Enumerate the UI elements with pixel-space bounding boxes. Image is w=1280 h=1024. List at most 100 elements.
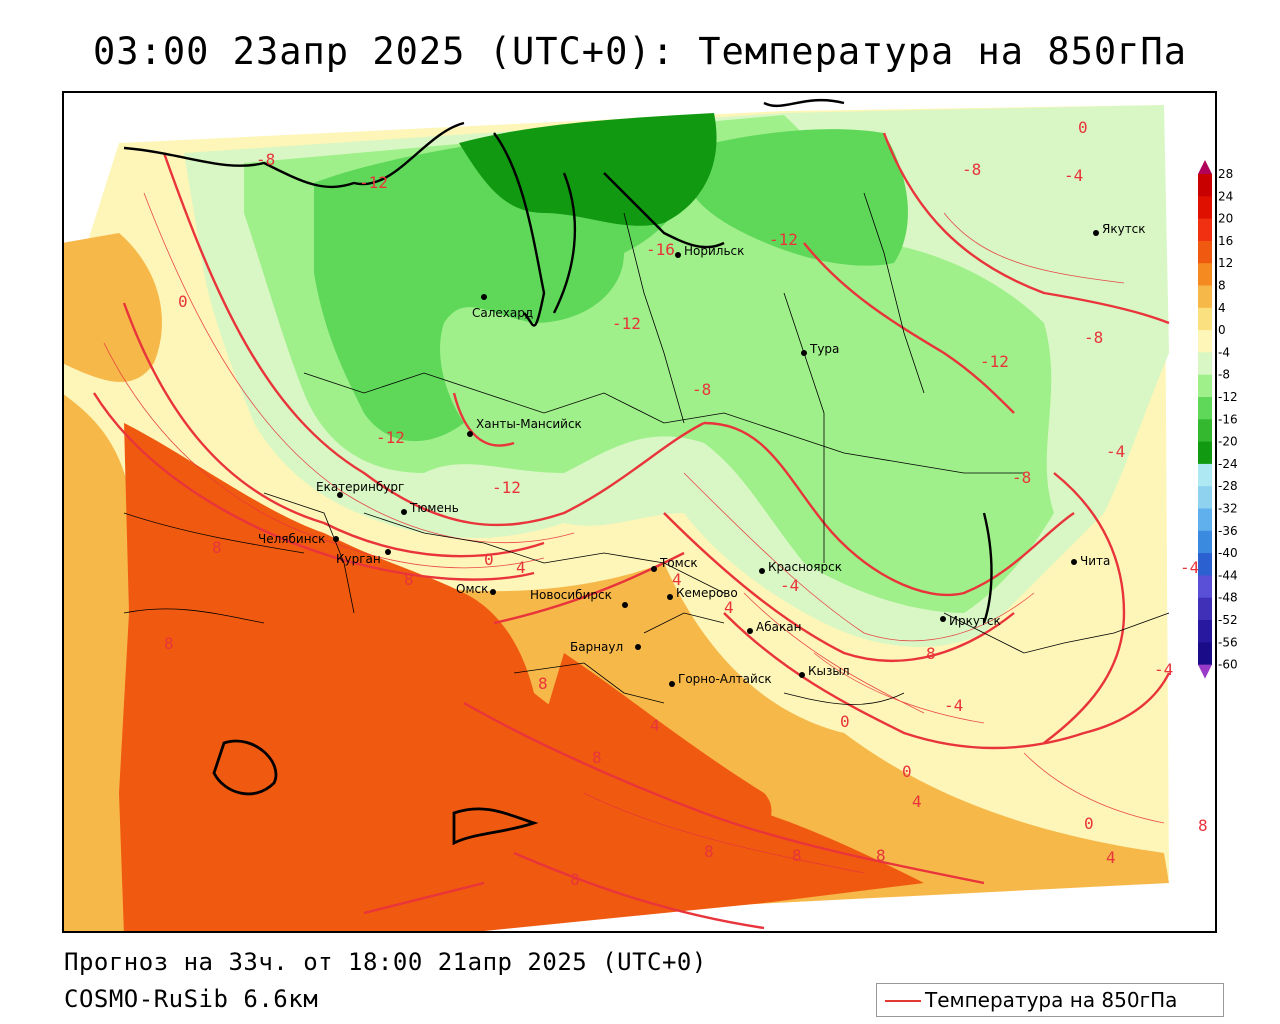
- colorbar-swatch: [1198, 240, 1212, 264]
- colorbar-tick-label: -56: [1218, 635, 1238, 649]
- colorbar-swatch: [1198, 463, 1212, 487]
- isotherm-label: 0: [840, 712, 850, 731]
- colorbar-tick-label: -40: [1218, 546, 1238, 560]
- city-khanty-mansiysk: Ханты-Мансийск: [467, 417, 582, 437]
- isotherm-label: -4: [1180, 558, 1199, 577]
- isotherm-label: 8: [704, 842, 714, 861]
- svg-text:Кызыл: Кызыл: [808, 664, 850, 678]
- colorbar-swatch: [1198, 330, 1212, 353]
- isotherm-label: -8: [962, 160, 981, 179]
- hot-patch-ne-west: [64, 233, 162, 382]
- isotherm-label: -8: [1012, 468, 1031, 487]
- isotherm-label: 8: [876, 846, 886, 865]
- isotherm-label: 8: [404, 570, 414, 589]
- colorbar-tick-label: -16: [1218, 412, 1238, 426]
- colorbar-tick-label: -32: [1218, 502, 1238, 516]
- city-tyumen: Тюмень: [401, 501, 459, 515]
- city-abakan: Абакан: [747, 620, 801, 634]
- svg-text:Новосибирск: Новосибирск: [530, 588, 612, 602]
- svg-text:Якутск: Якутск: [1102, 222, 1146, 236]
- colorbar-tick-label: -24: [1218, 457, 1238, 471]
- svg-text:Тура: Тура: [809, 342, 839, 356]
- svg-text:Ханты-Мансийск: Ханты-Мансийск: [476, 417, 582, 431]
- city-kyzyl: Кызыл: [799, 664, 850, 678]
- isotherm-label: -8: [256, 150, 275, 169]
- colorbar-swatch: [1198, 486, 1212, 509]
- isotherm-label: 8: [538, 674, 548, 693]
- city-barnaul: Барнаул: [570, 640, 641, 654]
- colorbar-tick-label: -12: [1218, 390, 1238, 404]
- svg-text:Барнаул: Барнаул: [570, 640, 623, 654]
- isotherm-label: -4: [944, 696, 963, 715]
- very-cold-zone-east: [674, 129, 908, 266]
- colorbar-tick-label: 20: [1218, 212, 1233, 226]
- colorbar-tick-label: 4: [1218, 301, 1226, 315]
- svg-text:Норильск: Норильск: [684, 244, 744, 258]
- isotherm-label: -12: [492, 478, 521, 497]
- isotherm-label: -12: [376, 428, 405, 447]
- isotherm-label: 0: [484, 550, 494, 569]
- isotherm-lines: [92, 132, 1171, 930]
- svg-text:Томск: Томск: [659, 556, 698, 570]
- colorbar-tick-label: -36: [1218, 524, 1238, 538]
- colorbar-swatch: [1198, 374, 1212, 398]
- temperature-map[interactable]: -8 -12 -16 -12 -8 -4 0 -12 0 -12 -8 -12 …: [62, 91, 1217, 933]
- colorbar-swatch: [1198, 352, 1212, 376]
- colorbar-swatch: [1198, 620, 1212, 643]
- svg-text:Салехард: Салехард: [472, 306, 533, 320]
- colorbar-tick-label: -60: [1218, 658, 1238, 672]
- isotherm-label: -12: [612, 314, 641, 333]
- colorbar-bottom-arrow: [1198, 664, 1212, 679]
- colorbar-swatch: [1198, 530, 1212, 554]
- colorbar-swatch: [1198, 441, 1212, 465]
- city-gorno-altaysk: Горно-Алтайск: [669, 672, 772, 687]
- colorbar-tick-label: 0: [1218, 323, 1226, 337]
- hot-zone-south: [534, 653, 772, 863]
- isotherm-label: 8: [592, 748, 602, 767]
- city-kurgan: Курган: [336, 549, 391, 566]
- forecast-info: Прогноз на 33ч. от 18:00 21апр 2025 (UTC…: [64, 948, 707, 976]
- isotherm-label: 0: [1084, 814, 1094, 833]
- isotherm-label: -4: [1106, 442, 1125, 461]
- colorbar-swatch: [1198, 553, 1212, 576]
- svg-text:Чита: Чита: [1080, 554, 1110, 568]
- city-chita: Чита: [1071, 554, 1110, 568]
- isotherm-thin-lines: [103, 192, 1165, 874]
- colorbar-swatch: [1198, 174, 1212, 197]
- svg-text:Челябинск: Челябинск: [258, 532, 325, 546]
- svg-text:Горно-Алтайск: Горно-Алтайск: [678, 672, 772, 686]
- city-tura: Тура: [801, 342, 839, 356]
- svg-text:Омск: Омск: [456, 582, 488, 596]
- colorbar-top-arrow: [1198, 160, 1212, 174]
- isotherm-label: 4: [516, 558, 526, 577]
- svg-text:Иркутск: Иркутск: [949, 614, 1001, 628]
- isotherm-label: -12: [359, 173, 388, 192]
- legend-label: Температура на 850гПа: [925, 988, 1178, 1012]
- colorbar-swatch: [1198, 263, 1212, 286]
- isotherm-label: 0: [902, 762, 912, 781]
- isotherm-label: -8: [692, 380, 711, 399]
- svg-text:Екатеринбург: Екатеринбург: [316, 480, 404, 494]
- isotherm-label: 8: [212, 538, 222, 557]
- city-yekaterinburg: Екатеринбург: [316, 480, 404, 498]
- svg-text:Тюмень: Тюмень: [409, 501, 459, 515]
- colorbar-swatch: [1198, 642, 1212, 666]
- colorbar-tick-label: 16: [1218, 234, 1233, 248]
- isotherm-label: -12: [980, 352, 1009, 371]
- colorbar-tick-label: 8: [1218, 279, 1226, 293]
- colorbar-swatch: [1198, 285, 1212, 309]
- isotherm-label: 0: [1078, 118, 1088, 137]
- colorbar-tick-label: 28: [1218, 167, 1233, 181]
- svg-text:Курган: Курган: [336, 552, 381, 566]
- isotherm-label: 4: [912, 792, 922, 811]
- colorbar-swatch: [1198, 597, 1212, 621]
- isotherm-label: 4: [1106, 848, 1116, 867]
- isotherm-label: 8: [570, 870, 580, 889]
- city-novosibirsk: Новосибирск: [530, 588, 628, 608]
- colorbar-swatch: [1198, 307, 1212, 331]
- isotherm-label: 8: [164, 634, 174, 653]
- colorbar-tick-label: -20: [1218, 435, 1238, 449]
- coastlines: [123, 98, 993, 846]
- map-legend: Температура на 850гПа: [876, 983, 1224, 1017]
- isotherm-label: -12: [769, 230, 798, 249]
